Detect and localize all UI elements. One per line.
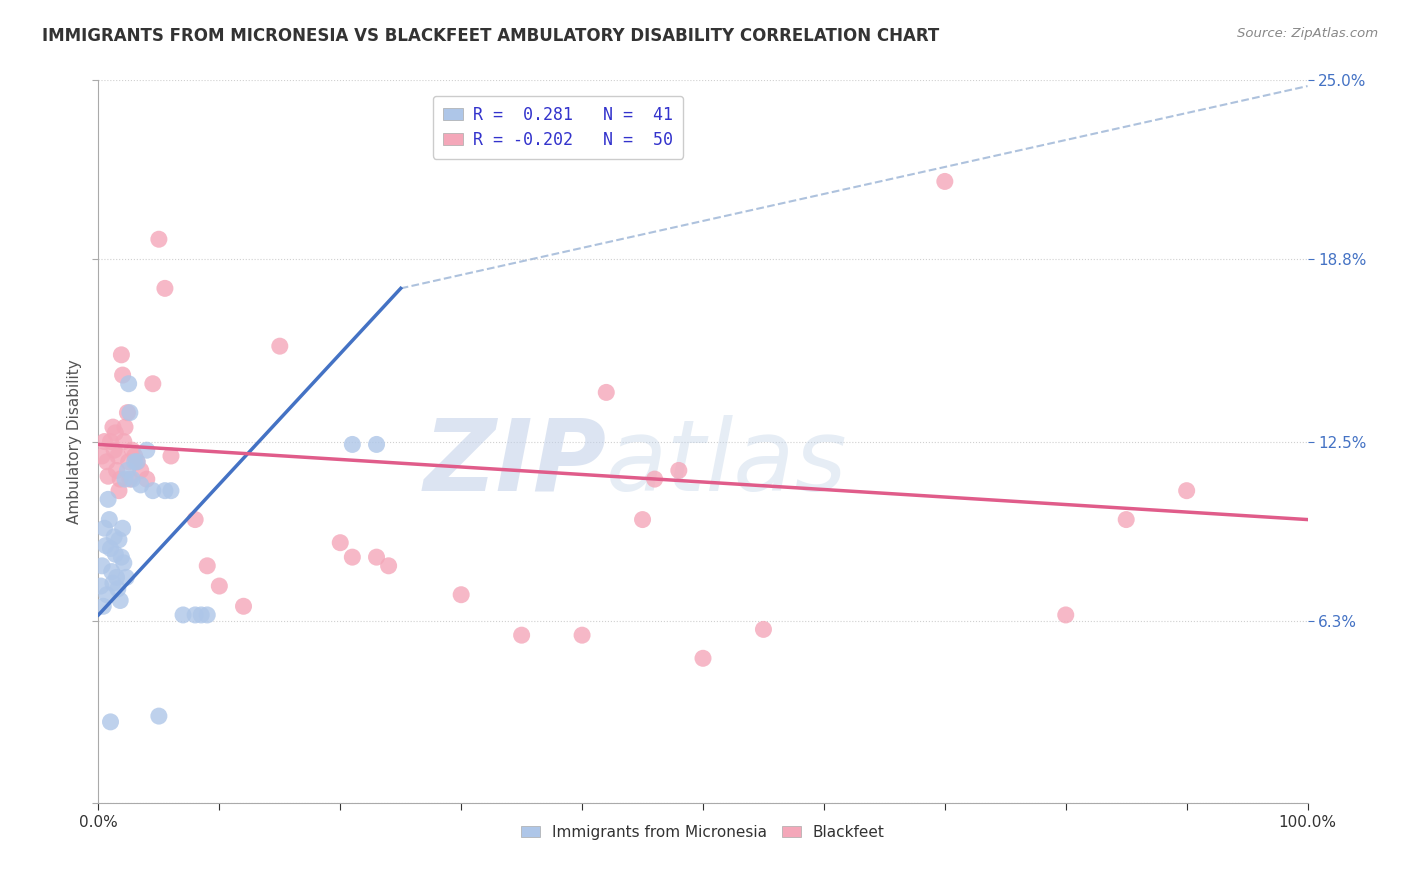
Point <box>90 579 112 593</box>
Point <box>195 607 218 622</box>
Point <box>644 472 666 486</box>
Point <box>1054 607 1077 622</box>
Point <box>129 463 152 477</box>
Point <box>269 339 291 353</box>
Point <box>114 472 136 486</box>
Point <box>195 558 218 573</box>
Text: ZIP: ZIP <box>423 415 606 512</box>
Point <box>692 651 714 665</box>
Point <box>377 558 399 573</box>
Point <box>96 455 118 469</box>
Point <box>329 535 352 549</box>
Point <box>184 512 207 526</box>
Point <box>752 623 775 637</box>
Point <box>108 533 131 547</box>
Point <box>115 570 138 584</box>
Point <box>118 472 141 486</box>
Legend: Immigrants from Micronesia, Blackfeet: Immigrants from Micronesia, Blackfeet <box>515 819 891 846</box>
Point <box>93 521 115 535</box>
Point <box>1115 512 1137 526</box>
Point <box>111 368 134 382</box>
Point <box>668 463 690 477</box>
Point <box>91 599 114 614</box>
Point <box>110 348 132 362</box>
Point <box>342 437 364 451</box>
Point <box>100 434 122 449</box>
Point <box>142 376 165 391</box>
Point <box>108 483 131 498</box>
Point <box>148 709 170 723</box>
Point <box>104 425 127 440</box>
Point <box>631 512 654 526</box>
Point <box>93 434 115 449</box>
Point <box>111 521 134 535</box>
Point <box>103 530 125 544</box>
Point <box>160 449 183 463</box>
Text: IMMIGRANTS FROM MICRONESIA VS BLACKFEET AMBULATORY DISABILITY CORRELATION CHART: IMMIGRANTS FROM MICRONESIA VS BLACKFEET … <box>42 27 939 45</box>
Point <box>91 558 114 573</box>
Point <box>114 420 136 434</box>
Point <box>100 565 122 579</box>
Point <box>142 483 165 498</box>
Point <box>510 628 533 642</box>
Point <box>342 550 364 565</box>
Point <box>98 512 121 526</box>
Point <box>366 437 388 451</box>
Point <box>190 607 212 622</box>
Point <box>112 434 135 449</box>
Point <box>127 455 149 469</box>
Point <box>153 483 176 498</box>
Point <box>184 607 207 622</box>
Point <box>595 385 617 400</box>
Point <box>108 472 131 486</box>
Point <box>571 628 593 642</box>
Point <box>96 588 118 602</box>
Point <box>118 376 141 391</box>
Point <box>121 472 143 486</box>
Y-axis label: Ambulatory Disability: Ambulatory Disability <box>66 359 82 524</box>
Point <box>117 463 139 477</box>
Point <box>135 472 157 486</box>
Point <box>101 420 124 434</box>
Point <box>232 599 254 614</box>
Point <box>124 455 146 469</box>
Point <box>135 443 157 458</box>
Point <box>97 469 120 483</box>
Point <box>104 547 127 561</box>
Point <box>100 714 122 729</box>
Point <box>97 492 120 507</box>
Point <box>121 443 143 458</box>
Text: atlas: atlas <box>606 415 848 512</box>
Point <box>103 443 125 458</box>
Point <box>127 455 149 469</box>
Point <box>100 541 122 556</box>
Point <box>118 455 141 469</box>
Point <box>118 406 141 420</box>
Point <box>108 593 131 607</box>
Point <box>366 550 388 565</box>
Point <box>172 607 194 622</box>
Point <box>105 570 128 584</box>
Point <box>129 478 152 492</box>
Point <box>110 550 132 565</box>
Point <box>450 588 472 602</box>
Point <box>94 539 117 553</box>
Point <box>107 449 129 463</box>
Point <box>112 556 135 570</box>
Point <box>124 449 146 463</box>
Text: Source: ZipAtlas.com: Source: ZipAtlas.com <box>1237 27 1378 40</box>
Point <box>1175 483 1198 498</box>
Point <box>105 463 128 477</box>
Point <box>107 582 129 596</box>
Point <box>160 483 183 498</box>
Point <box>148 232 170 246</box>
Point <box>101 576 124 591</box>
Point <box>117 406 139 420</box>
Point <box>91 449 114 463</box>
Point <box>153 281 176 295</box>
Point <box>208 579 231 593</box>
Point <box>934 174 956 188</box>
